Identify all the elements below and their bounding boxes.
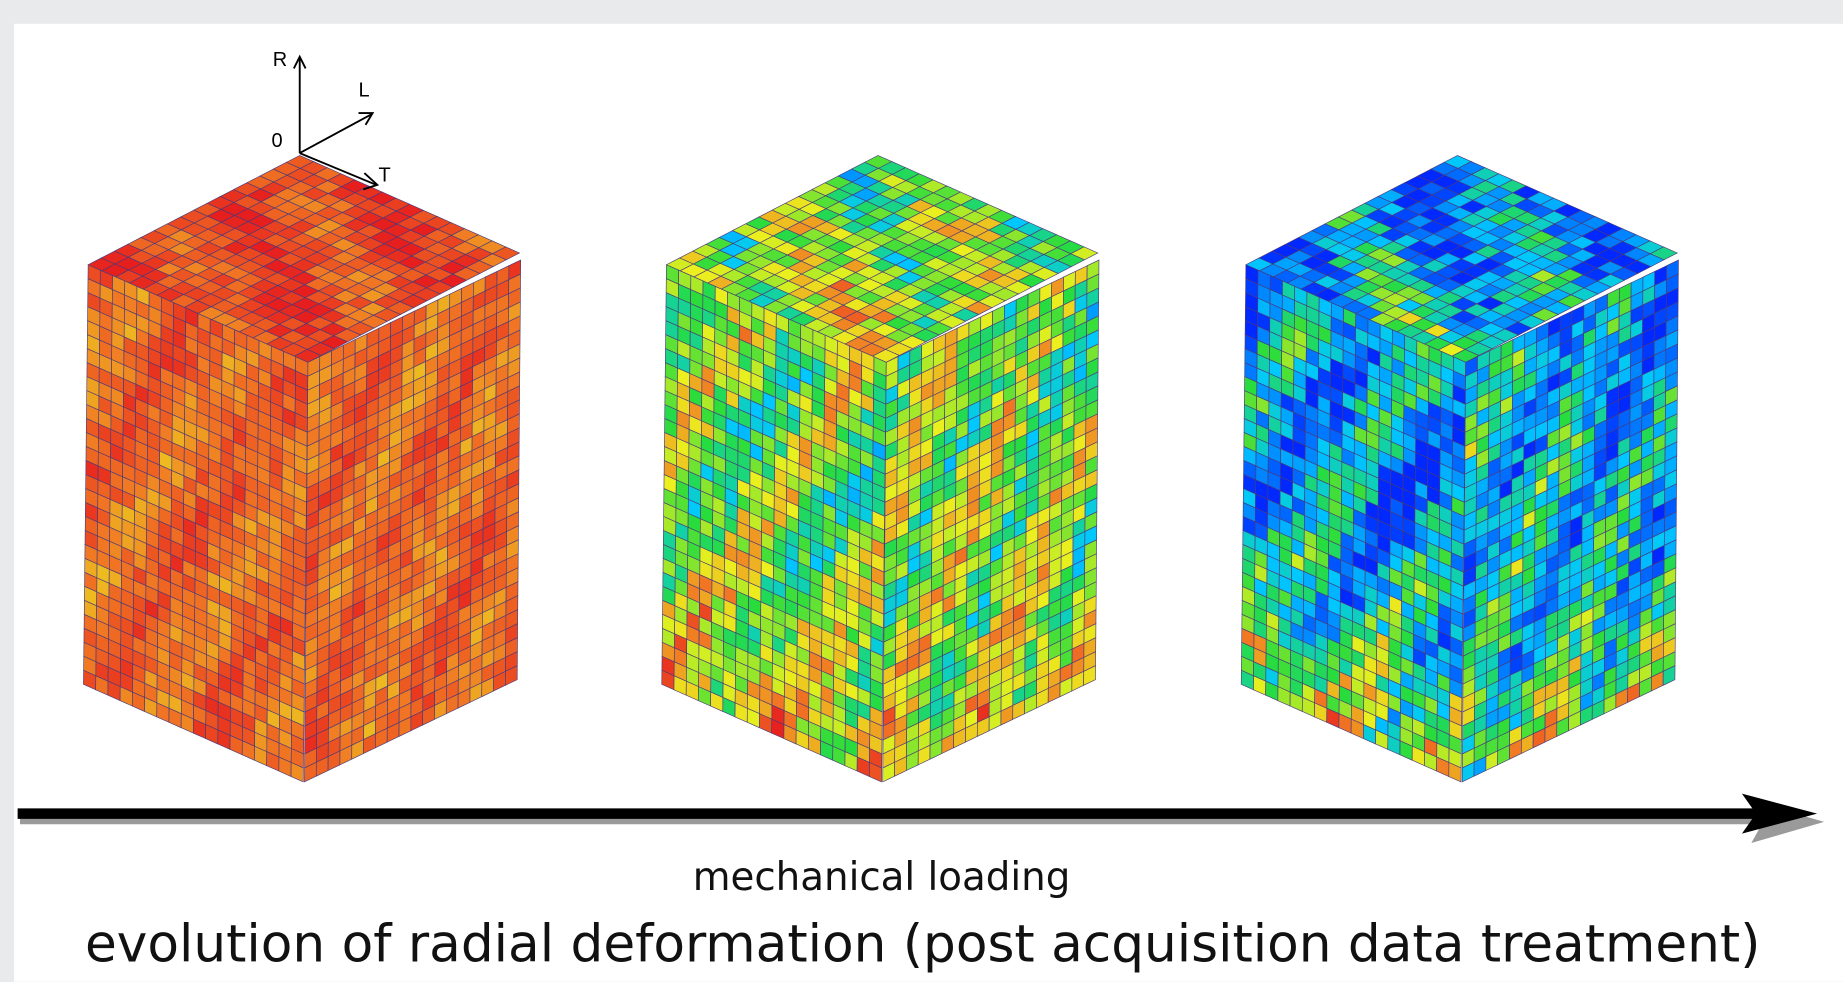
axis-label: L: [358, 80, 369, 102]
caption: evolution of radial deformation (post ac…: [85, 915, 1760, 975]
figure: R L 0 T mechanical loading evolution of …: [0, 0, 1843, 982]
axis-label: T: [378, 164, 390, 186]
arrow-label: mechanical loading: [693, 855, 1071, 900]
axis-label: R: [273, 49, 287, 71]
page: R L 0 T mechanical loading evolution of …: [0, 0, 1843, 982]
cubes: [83, 155, 1678, 781]
axis-label: 0: [272, 130, 283, 152]
